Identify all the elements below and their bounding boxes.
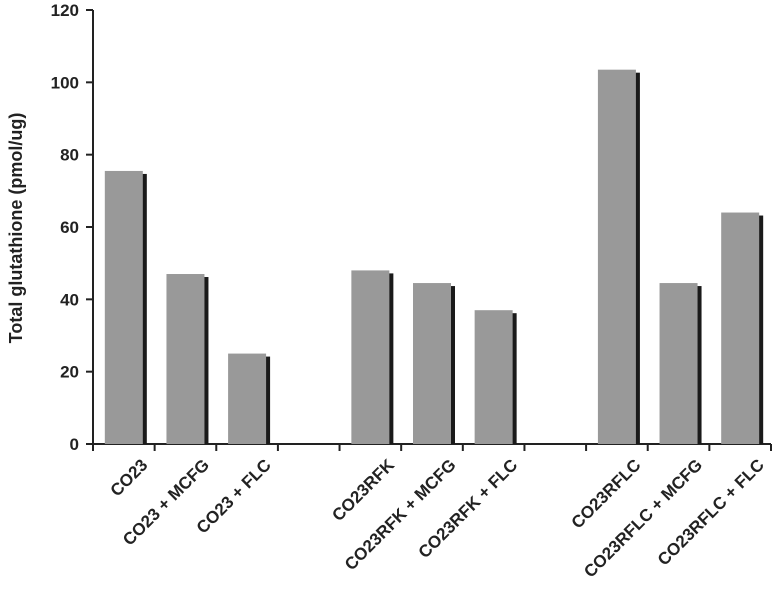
y-tick-label: 100	[51, 73, 79, 92]
y-axis-label: Total glutathione (pmol/ug)	[6, 113, 26, 344]
x-tick-label: CO23RFLC + FLC	[654, 455, 768, 569]
bar	[597, 69, 636, 445]
bar	[228, 353, 267, 444]
bar	[413, 283, 451, 444]
bar	[166, 274, 205, 444]
y-tick-label: 80	[60, 146, 79, 165]
bar	[104, 170, 143, 445]
bar	[474, 310, 513, 444]
y-tick-label: 60	[60, 218, 79, 237]
x-tick-label: CO23	[107, 455, 152, 500]
x-axis	[92, 443, 772, 451]
bar	[659, 283, 698, 444]
y-axis: 0 20 40 60 80 100 120	[51, 1, 94, 454]
y-tick-label: 40	[60, 290, 79, 309]
y-tick-label: 0	[70, 435, 79, 454]
y-tick-label: 120	[51, 1, 79, 20]
y-tick-label: 20	[60, 363, 79, 382]
bars	[104, 69, 764, 445]
x-tick-label: CO23RFLC + MCFG	[580, 455, 706, 581]
x-tick-label: CO23RFK + MCFG	[341, 455, 460, 574]
bar	[721, 212, 760, 444]
bar	[351, 270, 390, 444]
